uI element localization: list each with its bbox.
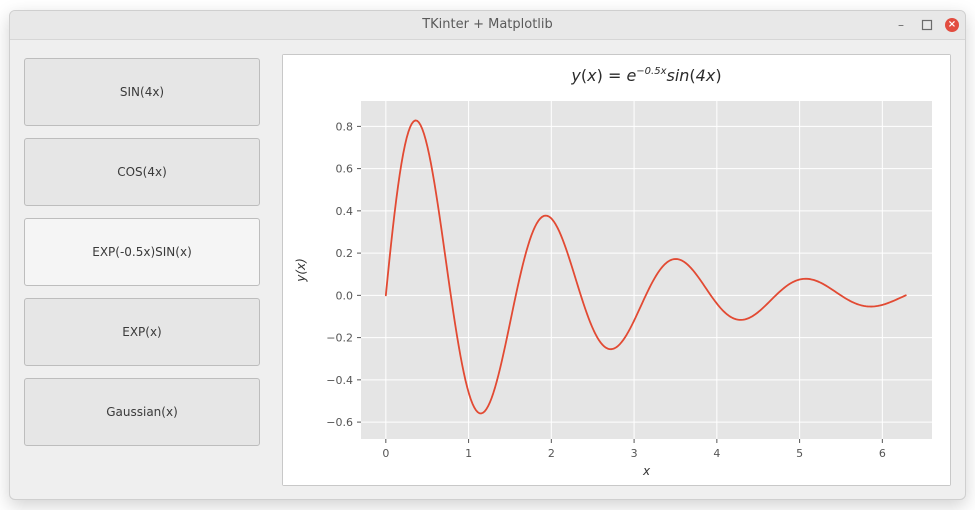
svg-text:0.4: 0.4 <box>336 205 354 218</box>
fn-button-cos4x[interactable]: COS(4x) <box>24 138 260 206</box>
window-controls: – × <box>893 11 959 39</box>
line-chart: 0123456−0.6−0.4−0.20.00.20.40.60.8xy(x)y… <box>283 55 950 485</box>
app-window: TKinter + Matplotlib – × SIN(4x) COS(4x)… <box>9 10 966 500</box>
titlebar: TKinter + Matplotlib – × <box>10 11 965 40</box>
svg-text:−0.4: −0.4 <box>326 374 353 387</box>
svg-text:0.0: 0.0 <box>336 289 354 302</box>
svg-text:6: 6 <box>879 447 886 460</box>
maximize-icon[interactable] <box>919 17 935 33</box>
fn-button-exp[interactable]: EXP(x) <box>24 298 260 366</box>
minimize-icon[interactable]: – <box>893 17 909 33</box>
fn-button-exp-sin[interactable]: EXP(-0.5x)SIN(x) <box>24 218 260 286</box>
svg-text:y(x): y(x) <box>294 258 308 283</box>
svg-text:−0.6: −0.6 <box>326 416 353 429</box>
fn-button-label: EXP(-0.5x)SIN(x) <box>92 245 192 259</box>
fn-button-label: SIN(4x) <box>120 85 164 99</box>
svg-text:0.8: 0.8 <box>336 120 354 133</box>
svg-text:0: 0 <box>382 447 389 460</box>
function-sidebar: SIN(4x) COS(4x) EXP(-0.5x)SIN(x) EXP(x) … <box>24 54 260 486</box>
svg-text:0.2: 0.2 <box>336 247 354 260</box>
svg-text:5: 5 <box>796 447 803 460</box>
window-title: TKinter + Matplotlib <box>422 17 553 32</box>
fn-button-label: Gaussian(x) <box>106 405 178 419</box>
fn-button-gaussian[interactable]: Gaussian(x) <box>24 378 260 446</box>
plot-panel: 0123456−0.6−0.4−0.20.00.20.40.60.8xy(x)y… <box>282 54 951 486</box>
fn-button-label: COS(4x) <box>117 165 167 179</box>
fn-button-label: EXP(x) <box>122 325 162 339</box>
svg-text:1: 1 <box>465 447 472 460</box>
svg-text:2: 2 <box>548 447 555 460</box>
svg-text:−0.2: −0.2 <box>326 332 353 345</box>
fn-button-sin4x[interactable]: SIN(4x) <box>24 58 260 126</box>
svg-text:3: 3 <box>631 447 638 460</box>
close-icon[interactable]: × <box>945 18 959 32</box>
svg-text:4: 4 <box>713 447 720 460</box>
svg-text:x: x <box>642 464 651 478</box>
content-area: SIN(4x) COS(4x) EXP(-0.5x)SIN(x) EXP(x) … <box>10 40 965 500</box>
svg-text:0.6: 0.6 <box>336 163 354 176</box>
